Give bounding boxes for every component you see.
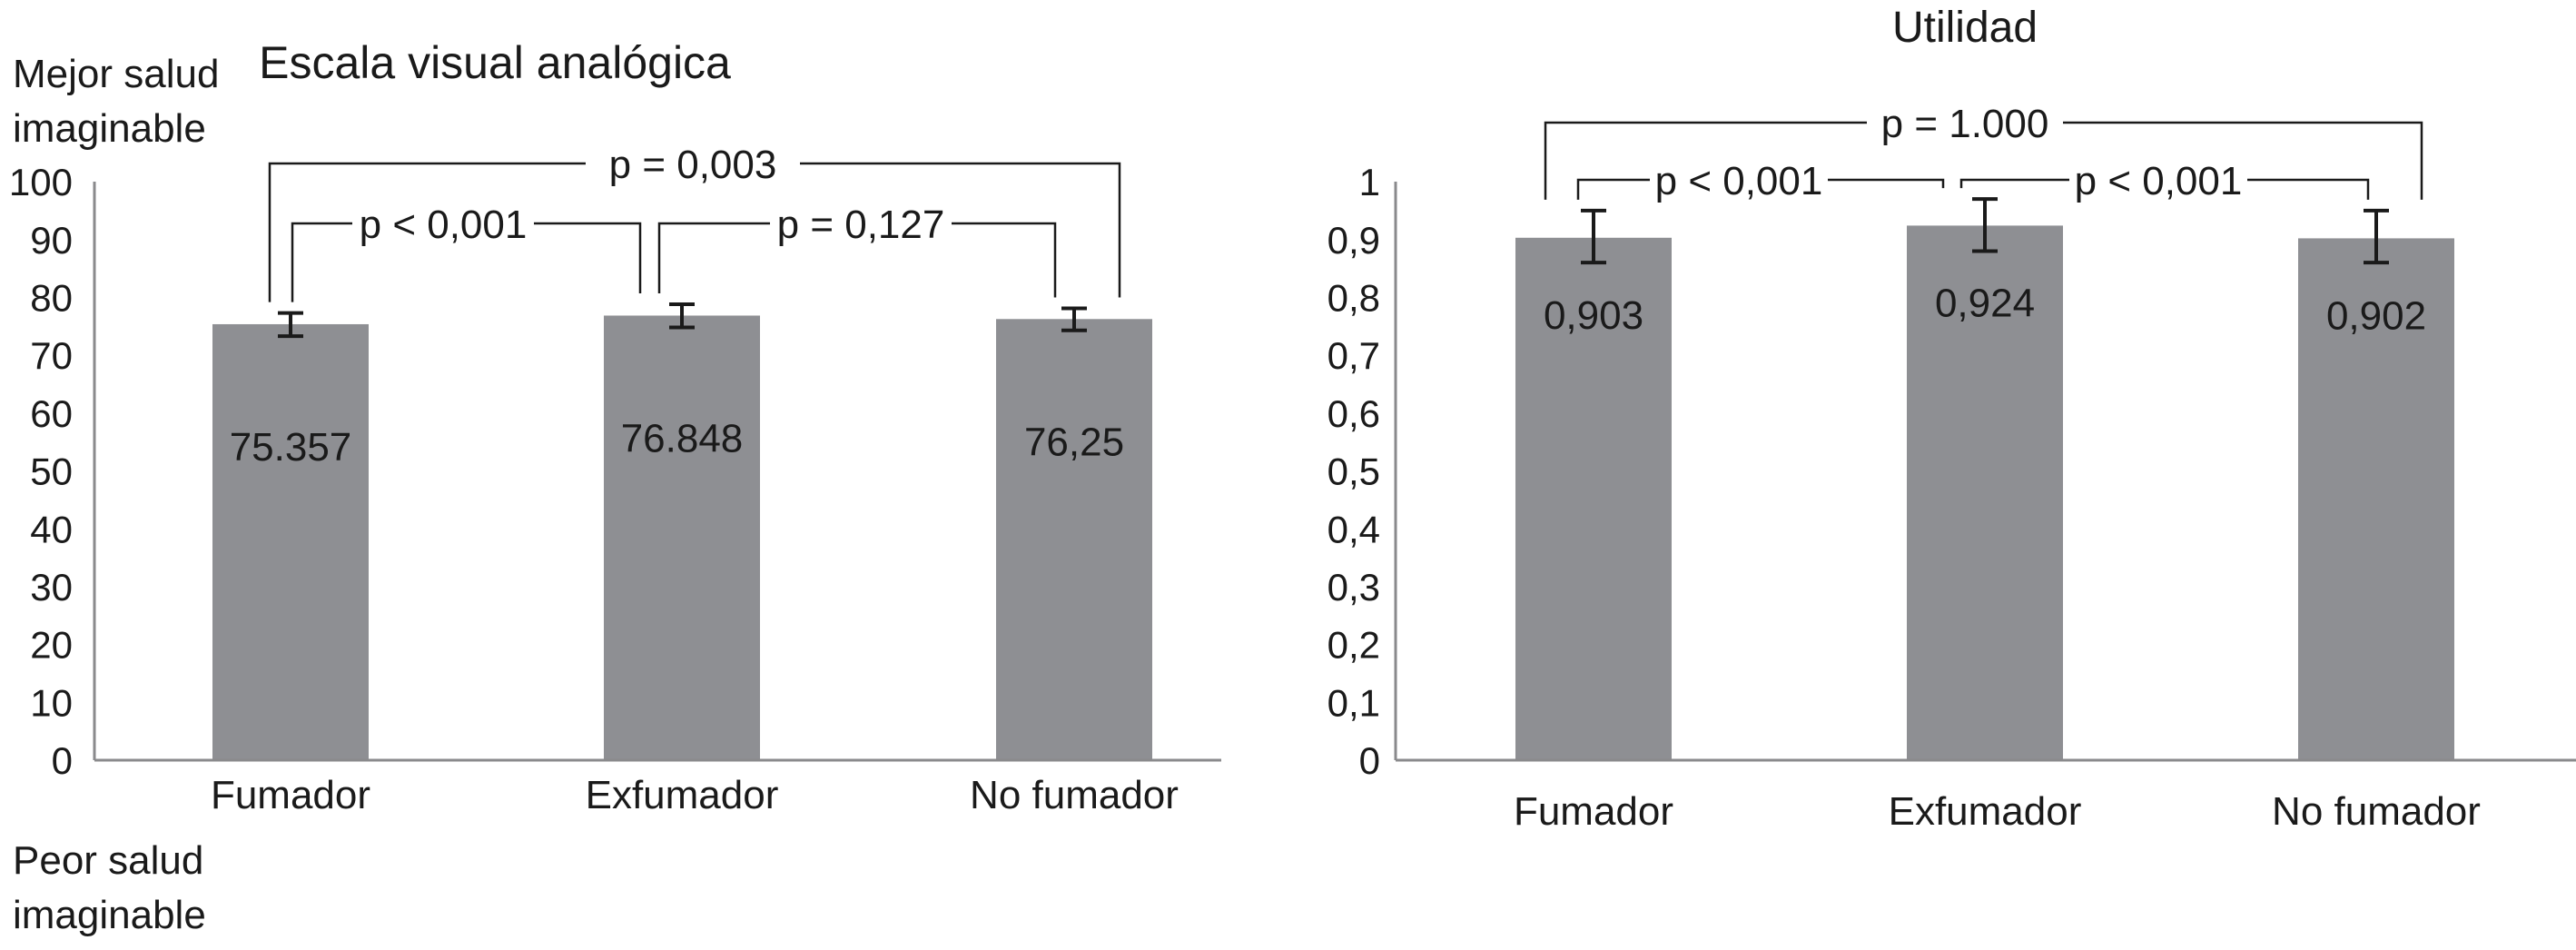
eva-error-bar — [278, 311, 303, 339]
eva-bottom-label-line2: imaginable — [13, 893, 206, 937]
eva-value-label: 75.357 — [230, 425, 352, 470]
utilidad-p-value-label: p = 1.000 — [1881, 102, 2049, 146]
utilidad-y-tick-label: 0,2 — [1327, 624, 1380, 667]
utilidad-value-label: 0,924 — [1935, 281, 2035, 325]
utilidad-chart: Utilidad 0 0,1 0,2 0,3 0,4 0,5 0,6 0,7 0,8 0,9 1 0… — [1327, 4, 2576, 834]
utilidad-bars — [1515, 225, 2454, 761]
utilidad-error-bar — [1581, 208, 1606, 265]
utilidad-y-tick-label: 0,9 — [1327, 219, 1380, 262]
eva-value-labels: 75.357 76.848 76,25 — [230, 416, 1124, 469]
utilidad-y-tick-label: 0 — [1359, 739, 1380, 782]
utilidad-value-labels: 0,903 0,924 0,902 — [1544, 281, 2426, 338]
eva-y-tick-label: 0 — [52, 739, 73, 782]
eva-bar — [604, 315, 760, 760]
eva-y-tick-label: 40 — [30, 508, 73, 550]
eva-y-tick-label: 10 — [30, 681, 73, 724]
eva-error-bar — [1061, 306, 1087, 332]
eva-bar — [212, 323, 369, 760]
utilidad-error-bar — [1972, 197, 1998, 253]
eva-bracket-line — [268, 162, 1121, 302]
eva-p-value-label: p < 0,001 — [360, 203, 528, 247]
eva-y-tick-label: 100 — [9, 161, 73, 203]
eva-y-tick-label: 70 — [30, 334, 73, 377]
utilidad-y-tick-label: 0,7 — [1327, 334, 1380, 377]
eva-y-ticks: 0 10 20 30 40 50 60 70 80 90 100 — [9, 161, 73, 782]
utilidad-y-tick-label: 0,3 — [1327, 566, 1380, 609]
eva-bars — [212, 315, 1152, 760]
utilidad-chart-title: Utilidad — [1892, 4, 2038, 52]
eva-y-tick-label: 90 — [30, 219, 73, 262]
utilidad-y-ticks: 0 0,1 0,2 0,3 0,4 0,5 0,6 0,7 0,8 0,9 1 — [1327, 161, 1380, 782]
utilidad-y-tick-label: 0,6 — [1327, 392, 1380, 435]
eva-y-tick-label: 20 — [30, 624, 73, 667]
eva-value-label: 76,25 — [1024, 420, 1124, 464]
eva-p-value-label: p = 0,003 — [609, 143, 777, 187]
eva-y-tick-label: 50 — [30, 450, 73, 493]
utilidad-value-label: 0,902 — [2326, 293, 2426, 338]
eva-significance-brackets: p = 0,003 p < 0,001 p = 0,127 — [268, 143, 1121, 302]
eva-error-bars — [278, 302, 1087, 339]
utilidad-bar — [1515, 237, 1672, 760]
utilidad-x-tick-label: No fumador — [2272, 789, 2481, 834]
utilidad-y-tick-label: 1 — [1359, 161, 1380, 203]
eva-chart: Escala visual analógica Mejor salud imag… — [9, 37, 1221, 937]
utilidad-y-tick-label: 0,5 — [1327, 450, 1380, 493]
eva-x-tick-label: Exfumador — [586, 773, 779, 817]
utilidad-bar — [1907, 225, 2063, 761]
eva-chart-title: Escala visual analógica — [259, 37, 731, 88]
eva-x-labels: Fumador Exfumador No fumador — [211, 773, 1179, 817]
eva-top-label-line2: imaginable — [13, 106, 206, 151]
utilidad-y-tick-label: 0,8 — [1327, 277, 1380, 320]
utilidad-y-tick-label: 0,4 — [1327, 508, 1380, 550]
eva-bracket-line — [291, 222, 642, 302]
eva-y-tick-label: 30 — [30, 566, 73, 609]
eva-p-value-label: p = 0,127 — [777, 203, 945, 247]
eva-bottom-label-line1: Peor salud — [13, 838, 203, 883]
eva-top-label-line1: Mejor salud — [13, 52, 219, 96]
utilidad-x-labels: Fumador Exfumador No fumador — [1514, 789, 2481, 834]
eva-error-bar — [669, 302, 695, 330]
utilidad-bracket-line — [1959, 178, 2370, 200]
utilidad-x-tick-label: Fumador — [1514, 789, 1673, 834]
utilidad-p-value-label: p < 0,001 — [2075, 159, 2243, 203]
eva-value-label: 76.848 — [621, 416, 744, 460]
utilidad-p-value-label: p < 0,001 — [1655, 159, 1823, 203]
utilidad-bar — [2298, 238, 2454, 760]
eva-bracket-line — [657, 222, 1057, 298]
eva-x-tick-label: No fumador — [970, 773, 1179, 817]
eva-y-tick-label: 60 — [30, 392, 73, 435]
utilidad-y-tick-label: 0,1 — [1327, 681, 1380, 724]
eva-x-tick-label: Fumador — [211, 773, 370, 817]
utilidad-value-label: 0,903 — [1544, 293, 1643, 338]
utilidad-significance-brackets: p = 1.000 p < 0,001 p < 0,001 — [1544, 102, 2423, 203]
utilidad-bracket-line — [1576, 178, 1945, 200]
eva-y-tick-label: 80 — [30, 277, 73, 320]
utilidad-error-bars — [1581, 197, 2389, 265]
eva-bar — [996, 319, 1152, 760]
utilidad-bracket-line — [1544, 121, 2423, 200]
utilidad-x-tick-label: Exfumador — [1889, 789, 2082, 834]
utilidad-error-bar — [2364, 208, 2389, 265]
